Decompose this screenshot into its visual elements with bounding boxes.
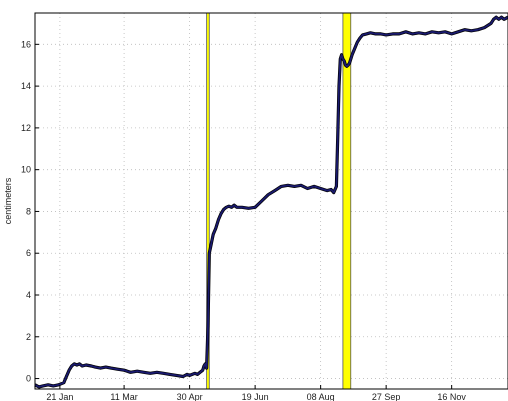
y-tick-label: 6 (26, 248, 31, 258)
grid-lines (35, 13, 508, 389)
plot-background (35, 13, 508, 389)
y-tick-label: 8 (26, 206, 31, 216)
x-tick-label: 21 Jan (46, 392, 73, 401)
x-tick-label: 11 Mar (110, 392, 137, 401)
y-tick-label: 14 (21, 81, 31, 91)
y-tick-label: 2 (26, 332, 31, 342)
x-tick-label: 08 Aug (307, 392, 335, 401)
series-line (34, 16, 508, 388)
y-tick-label: 4 (26, 290, 31, 300)
x-tick-label: 16 Nov (437, 392, 466, 401)
y-tick-label: 0 (26, 374, 31, 384)
series-layer (34, 15, 508, 389)
axis-ticks: 21 Jan 11 Mar 30 Apr 19 Jun 08 Aug 27 Sep 16 N… (21, 39, 466, 401)
x-tick-label: 27 Sep (372, 392, 401, 401)
y-tick-label: 16 (21, 39, 31, 49)
y-tick-label: 12 (21, 123, 31, 133)
plot-frame (34, 12, 508, 390)
x-tick-label: 30 Apr (177, 392, 203, 401)
y-axis-label: centimeters (3, 177, 13, 224)
x-tick-label: 19 Jun (242, 392, 269, 401)
highlight-band (342, 12, 352, 390)
y-tick-label: 10 (21, 165, 31, 175)
